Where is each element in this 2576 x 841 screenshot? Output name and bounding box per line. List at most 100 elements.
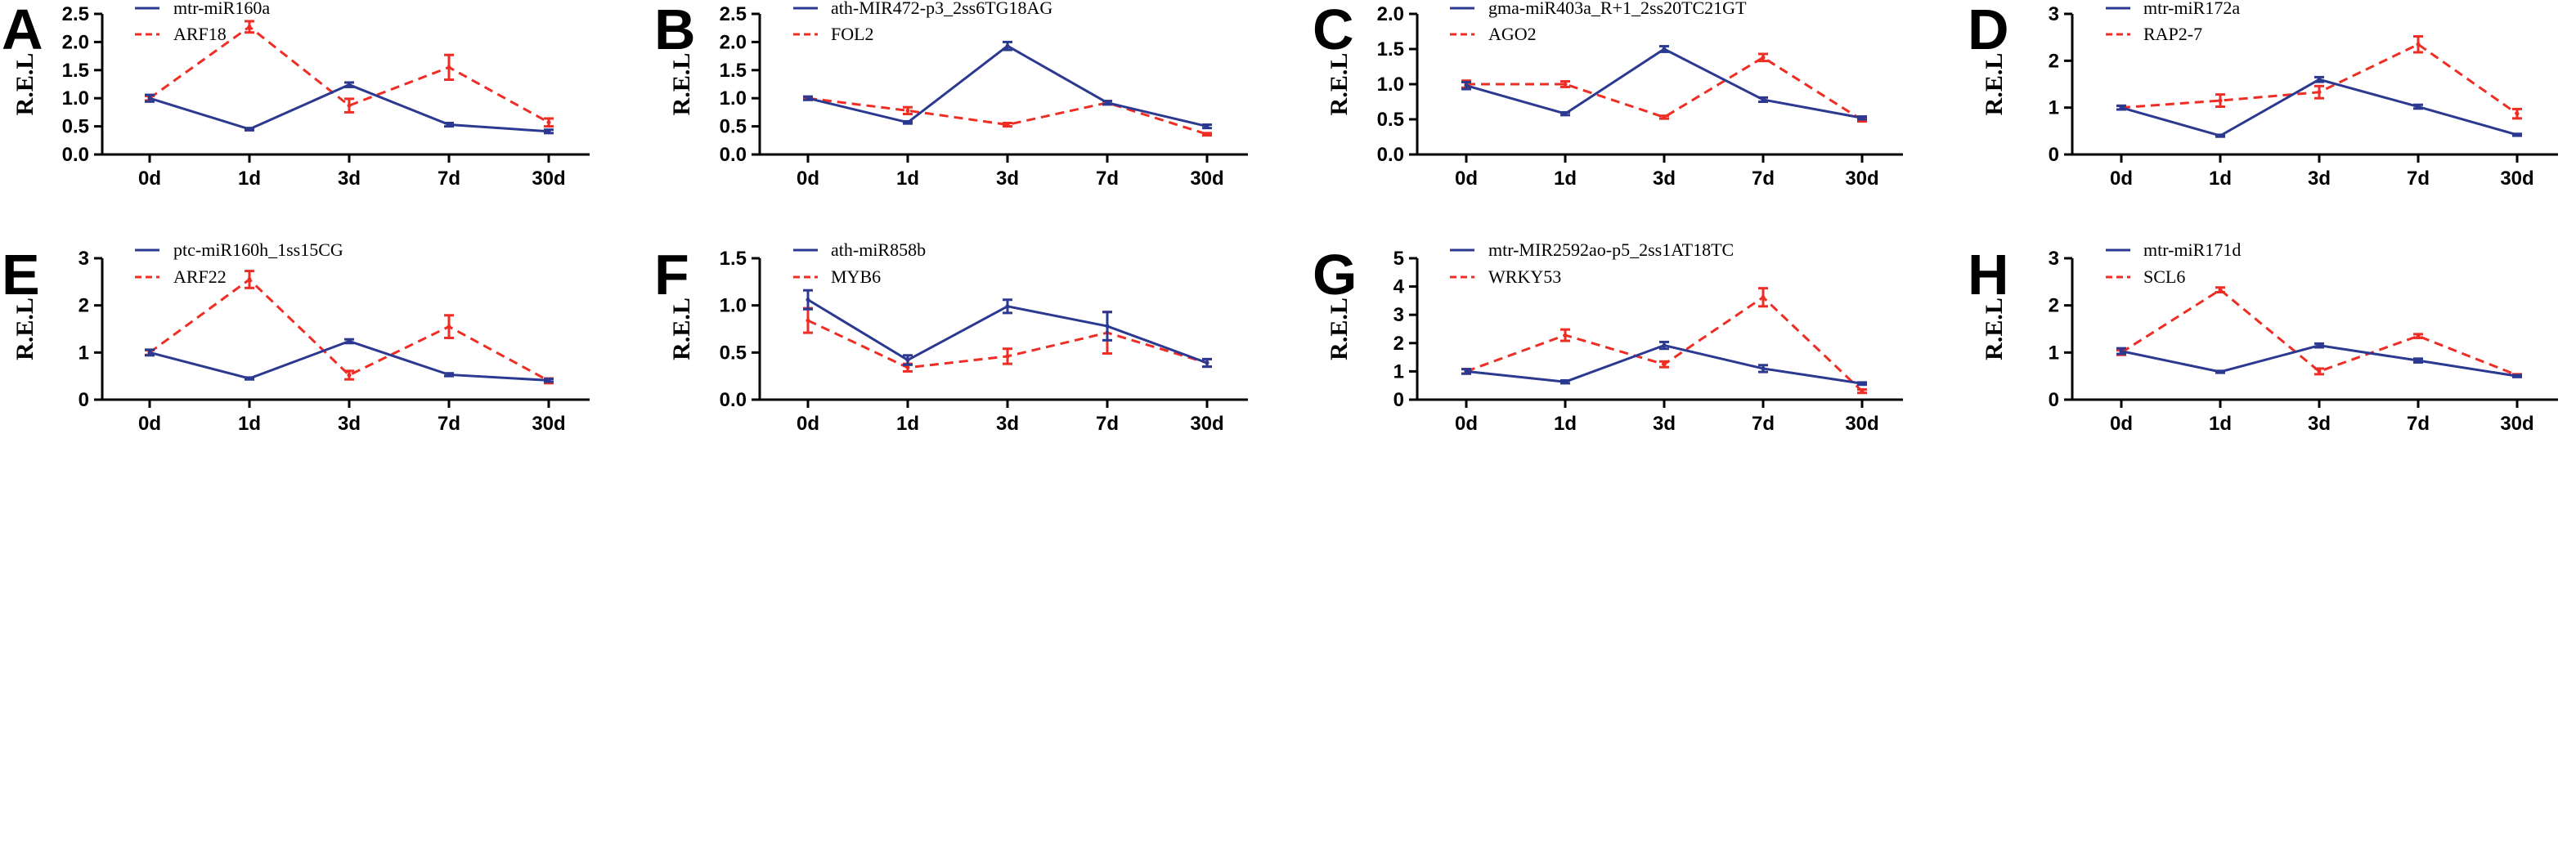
series-line — [1466, 56, 1863, 122]
y-tick-label: 0.5 — [62, 116, 89, 138]
data-point — [347, 83, 352, 87]
x-tick-label: 1d — [238, 413, 261, 435]
data-point — [905, 358, 910, 363]
y-tick-label: 2.0 — [720, 31, 747, 53]
x-tick-label: 0d — [2110, 168, 2133, 190]
x-tick-label: 0d — [1455, 168, 1478, 190]
x-tick-label: 7d — [1096, 413, 1119, 435]
data-point — [347, 103, 352, 108]
y-tick-label: 2 — [2049, 50, 2059, 72]
data-point — [806, 318, 810, 323]
x-tick-label: 0d — [1455, 413, 1478, 435]
data-point — [2218, 133, 2223, 138]
y-tick-label: 2 — [79, 295, 89, 317]
data-point — [2218, 98, 2223, 103]
data-point — [2515, 111, 2520, 116]
panel-b: B 0.0 0.5 1.0 1.5 2.0 2.5 0d 1d 3d 7d 30d R.E.L ath-M… — [654, 0, 1248, 190]
data-point — [1761, 97, 1766, 102]
panel-letter-a: A — [2, 0, 43, 61]
series-line — [149, 25, 550, 124]
data-point — [2218, 288, 2223, 293]
y-tick-label: 1.0 — [1377, 74, 1404, 96]
legend: mtr-miR160a ARF18 — [135, 0, 270, 44]
x-tick-label: 0d — [797, 168, 819, 190]
series-line — [2120, 288, 2518, 377]
x-tick-label: 30d — [532, 413, 565, 435]
data-point — [1205, 360, 1209, 365]
data-point — [447, 123, 451, 127]
panel-letter-d: D — [1968, 0, 2009, 61]
y-tick-label: 1.5 — [720, 60, 747, 82]
y-tick-label: 1 — [2049, 97, 2059, 119]
y-tick-label: 4 — [1393, 276, 1405, 298]
data-point — [806, 297, 810, 302]
data-point — [1005, 123, 1010, 127]
data-point — [1205, 132, 1209, 136]
data-point — [905, 365, 910, 370]
data-point — [1005, 354, 1010, 359]
y-tick-label: 1 — [79, 342, 89, 364]
data-point — [1464, 369, 1469, 374]
y-tick-label: 1.5 — [1377, 38, 1404, 60]
data-point — [806, 96, 810, 101]
series-target — [803, 306, 1212, 373]
series-target — [803, 96, 1212, 137]
x-tick-label: 3d — [996, 168, 1019, 190]
y-tick-label: 3 — [1393, 304, 1404, 326]
data-point — [1105, 101, 1110, 105]
x-tick-label: 7d — [1752, 168, 1775, 190]
panel-letter-h: H — [1968, 243, 2009, 306]
y-tick-label: 3 — [2049, 248, 2059, 270]
data-point — [447, 324, 451, 329]
panel-g: G 0 1 2 3 4 5 0d 1d 3d 7d 30d R.E.L mtr-MIR2592ao-p5_… — [1313, 239, 1903, 435]
data-point — [2218, 369, 2223, 374]
data-point — [1761, 295, 1766, 300]
legend-label: gma-miR403a_R+1_2ss20TC21GT — [1488, 0, 1747, 18]
data-point — [2119, 349, 2124, 354]
x-tick-label: 0d — [138, 413, 161, 435]
legend: ath-MIR472-p3_2ss6TG18AG FOL2 — [793, 0, 1052, 44]
data-point — [1860, 381, 1865, 386]
x-tick-label: 3d — [338, 413, 361, 435]
x-tick-label: 3d — [338, 168, 361, 190]
x-tick-label: 0d — [138, 168, 161, 190]
series-mirna — [1461, 340, 1867, 387]
series-mirna — [803, 289, 1212, 369]
x-tick-label: 30d — [2500, 413, 2533, 435]
y-tick-label: 2 — [2049, 295, 2059, 317]
legend-label: mtr-miR160a — [173, 0, 270, 18]
data-point — [2515, 132, 2520, 137]
panel-letter-g: G — [1313, 243, 1357, 306]
series-mirna — [2116, 75, 2522, 138]
data-point — [1761, 366, 1766, 371]
data-point — [546, 378, 551, 382]
legend-label: ath-miR858b — [831, 239, 926, 260]
x-tick-label: 30d — [2500, 168, 2533, 190]
series-mirna — [145, 81, 554, 135]
y-axis-label: R.E.L — [668, 53, 695, 116]
data-point — [147, 96, 152, 101]
series-line — [807, 96, 1208, 136]
panel-a: A 0.0 0.5 1.0 1.5 2.0 2.5 0d 1d 3d 7d 30d R.E.L mtr-m… — [2, 0, 590, 190]
legend: mtr-miR172a RAP2-7 — [2106, 0, 2240, 44]
y-tick-label: 0.5 — [1377, 109, 1404, 131]
data-point — [546, 129, 551, 134]
x-tick-label: 30d — [1845, 168, 1878, 190]
data-point — [147, 350, 152, 355]
data-point — [905, 108, 910, 113]
y-tick-label: 2.5 — [720, 3, 747, 25]
data-point — [2317, 90, 2322, 95]
panel-letter-f: F — [654, 243, 689, 306]
data-point — [2317, 343, 2322, 348]
x-tick-label: 3d — [2308, 168, 2331, 190]
data-point — [2416, 105, 2421, 110]
data-point — [247, 277, 252, 282]
y-tick-label: 0.5 — [720, 342, 747, 364]
y-tick-label: 0 — [1393, 389, 1404, 411]
y-tick-label: 0 — [2049, 144, 2059, 166]
legend-label: ath-MIR472-p3_2ss6TG18AG — [831, 0, 1052, 18]
y-tick-label: 0 — [79, 389, 89, 411]
x-tick-label: 1d — [896, 168, 919, 190]
y-axis-label: R.E.L — [1981, 53, 2008, 116]
x-tick-label: 1d — [2209, 168, 2232, 190]
